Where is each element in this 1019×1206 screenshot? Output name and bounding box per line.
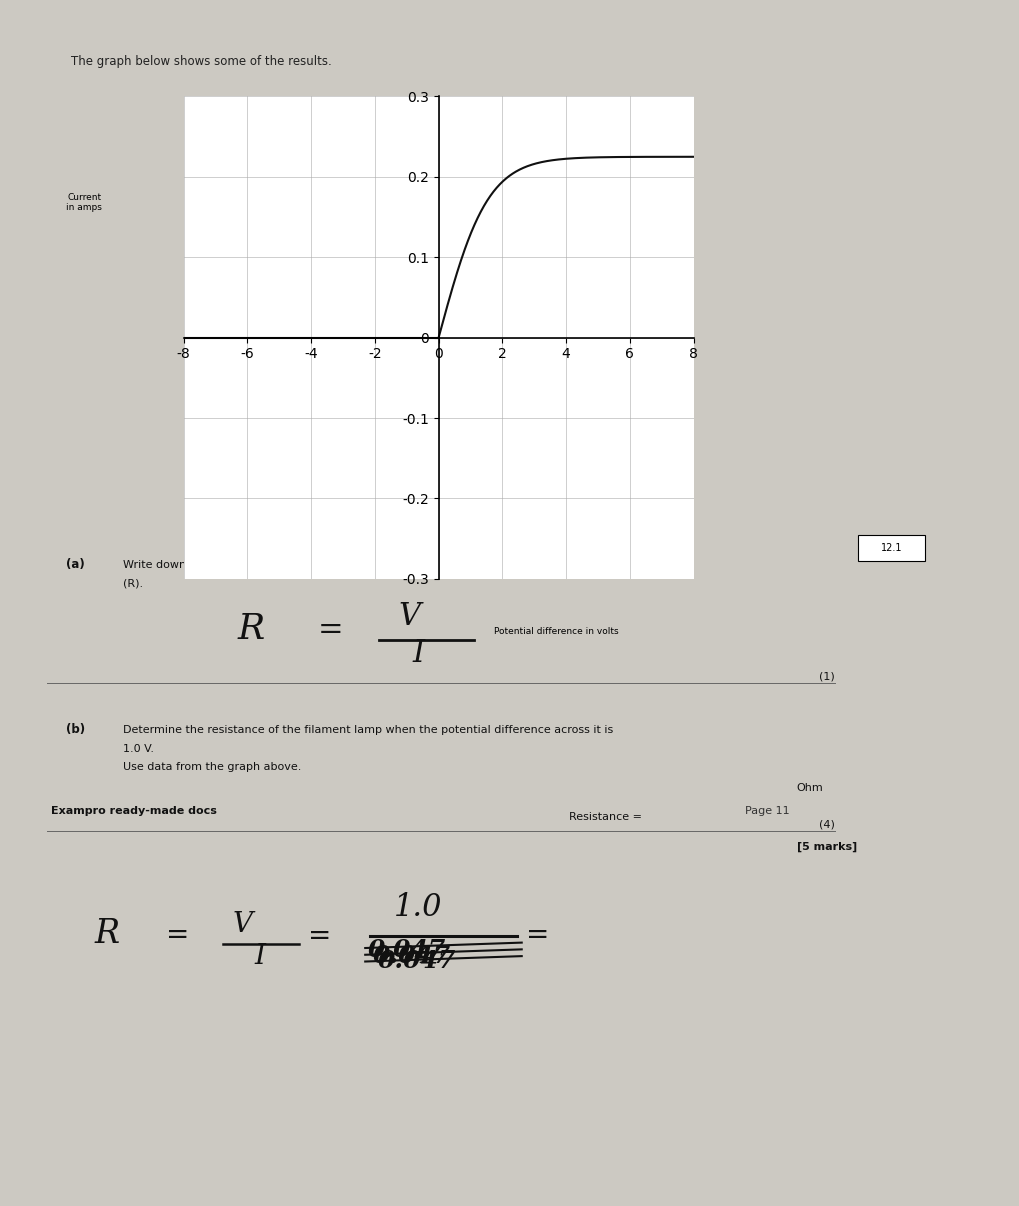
Text: [5 marks]: [5 marks] (796, 842, 856, 851)
Text: =: = (318, 615, 343, 645)
Text: Write down the equation which links current (/), potential difference (V) and re: Write down the equation which links curr… (123, 560, 607, 569)
Text: 1.0 V.: 1.0 V. (123, 744, 154, 754)
Text: (a): (a) (66, 558, 85, 570)
Text: =: = (166, 921, 190, 949)
Bar (858, 535, 924, 561)
Text: I: I (413, 638, 424, 669)
Text: (1): (1) (818, 672, 834, 681)
Text: Page 11: Page 11 (744, 806, 789, 816)
Text: (R).: (R). (123, 578, 144, 589)
Text: V: V (398, 601, 420, 632)
Text: Ohm: Ohm (796, 783, 822, 792)
Text: R: R (236, 611, 264, 645)
Text: Exampro ready-made docs: Exampro ready-made docs (51, 806, 217, 816)
Text: Use data from the graph above.: Use data from the graph above. (123, 762, 302, 772)
Text: Determine the resistance of the filament lamp when the potential difference acro: Determine the resistance of the filament… (123, 725, 613, 736)
Text: Resistance =: Resistance = (569, 812, 642, 821)
Text: =: = (308, 923, 331, 950)
Text: I: I (254, 943, 265, 970)
Text: 0.047: 0.047 (372, 944, 450, 968)
Text: V: V (232, 912, 252, 938)
Text: (4): (4) (818, 820, 834, 830)
Text: 0.047: 0.047 (368, 938, 446, 962)
Text: 12.1: 12.1 (880, 543, 902, 554)
Text: 1.0: 1.0 (393, 891, 441, 923)
Text: The graph below shows some of the results.: The graph below shows some of the result… (71, 55, 332, 68)
X-axis label: Potential difference in volts: Potential difference in volts (493, 627, 618, 636)
Y-axis label: Current
in amps: Current in amps (66, 193, 102, 212)
Text: 0.047: 0.047 (377, 949, 455, 973)
Text: =: = (526, 921, 549, 949)
Text: R: R (95, 918, 120, 949)
Text: (b): (b) (66, 724, 86, 736)
